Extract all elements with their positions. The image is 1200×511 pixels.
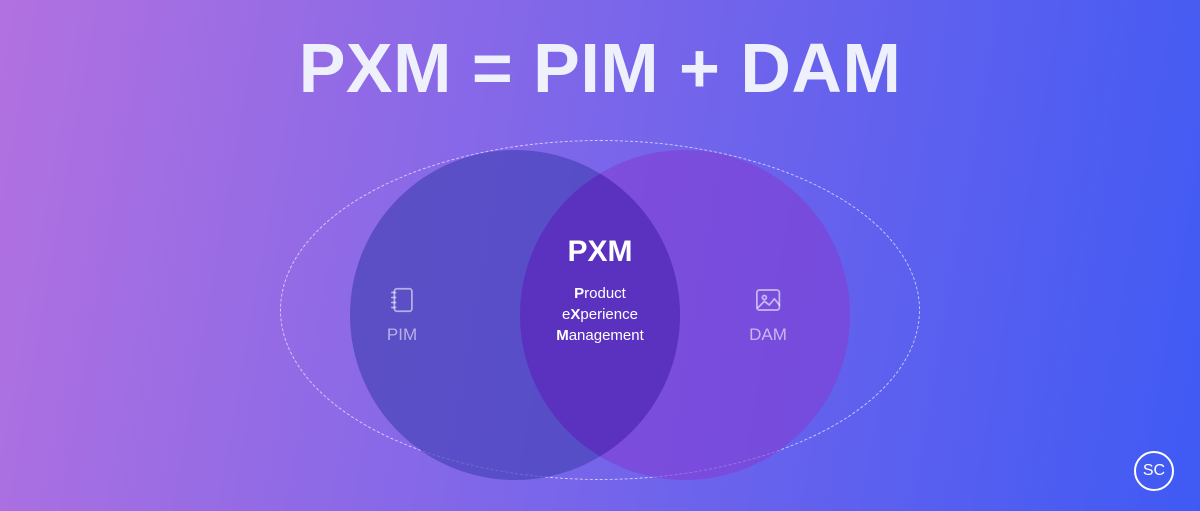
notebook-icon	[387, 285, 417, 315]
venn-center-block: PXM Product eXperience Management	[556, 235, 644, 344]
pxm-abbr: PXM	[567, 235, 632, 269]
dam-label-group: DAM	[749, 285, 787, 345]
dam-label: DAM	[749, 325, 787, 345]
pxm-expansion: Product eXperience Management	[556, 285, 644, 344]
sc-logo-badge: SC	[1134, 451, 1174, 491]
sc-logo-text: SC	[1143, 462, 1165, 480]
pxm-expansion-line: Management	[556, 327, 644, 344]
pxm-expansion-line: eXperience	[562, 306, 638, 323]
image-icon	[753, 285, 783, 315]
headline-equation: PXM = PIM + DAM	[0, 28, 1200, 108]
pim-label-group: PIM	[387, 285, 417, 345]
venn-diagram: PIM DAM PXM Product eXperience Management	[280, 140, 920, 480]
pim-label: PIM	[387, 325, 417, 345]
pxm-expansion-line: Product	[574, 285, 626, 302]
